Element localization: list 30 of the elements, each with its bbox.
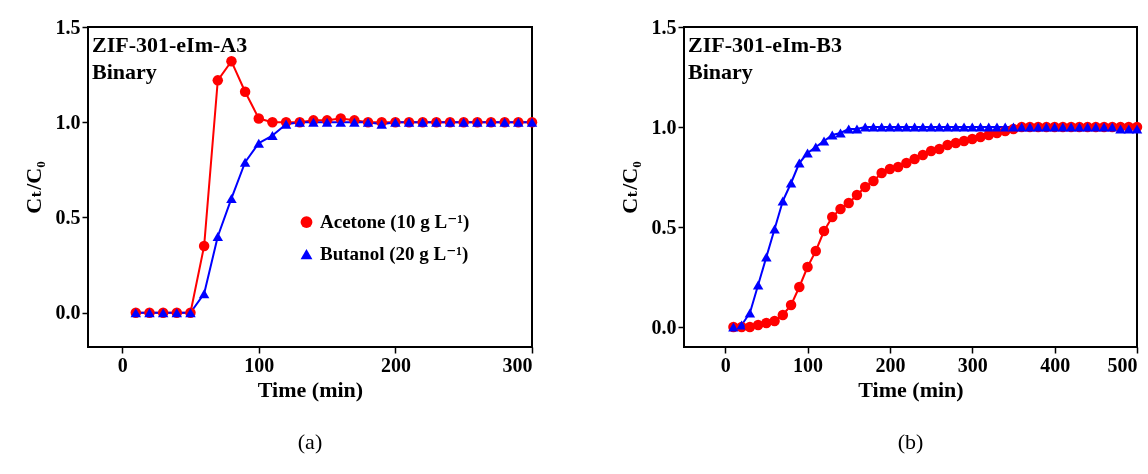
- y-tick-label: 1.5: [55, 15, 81, 38]
- x-axis-title: Time (min): [858, 376, 964, 402]
- x-tick-label: 300: [957, 353, 988, 376]
- x-axis-title: Time (min): [257, 376, 364, 402]
- annotation: Binary: [92, 59, 157, 84]
- x-tick-label: 300: [502, 353, 533, 376]
- text: (b): [897, 429, 924, 454]
- y-tick-label: 1.0: [651, 115, 677, 138]
- y-tick-label: 0.0: [651, 315, 677, 338]
- y-tick-label: 0.5: [55, 205, 81, 228]
- x-tick-label: 0: [720, 353, 731, 376]
- x-tick-label: 200: [875, 353, 906, 376]
- y-axis-title: Cₜ/C₀: [616, 160, 642, 214]
- legend-label: Butanol (20 g L⁻¹): [320, 243, 469, 266]
- y-tick-label: 0.5: [651, 215, 677, 238]
- y-axis-title: Cₜ/C₀: [20, 160, 46, 214]
- y-tick-label: 0.0: [55, 301, 81, 324]
- x-tick-label: 200: [380, 353, 411, 376]
- annotation: Binary: [688, 59, 753, 84]
- annotation: ZIF-301-eIm-A3: [92, 32, 248, 57]
- legend-label: Acetone (10 g L⁻¹): [320, 211, 470, 234]
- y-tick-label: 1.0: [55, 110, 81, 133]
- x-tick-label: 400: [1040, 353, 1071, 376]
- x-tick-label: 500: [1107, 353, 1138, 376]
- x-tick-label: 100: [793, 353, 824, 376]
- x-tick-label: 100: [244, 353, 275, 376]
- x-tick-label: 0: [117, 353, 128, 376]
- text: (a): [297, 429, 323, 454]
- annotation: ZIF-301-eIm-B3: [688, 32, 842, 57]
- y-tick-label: 1.5: [651, 15, 677, 38]
